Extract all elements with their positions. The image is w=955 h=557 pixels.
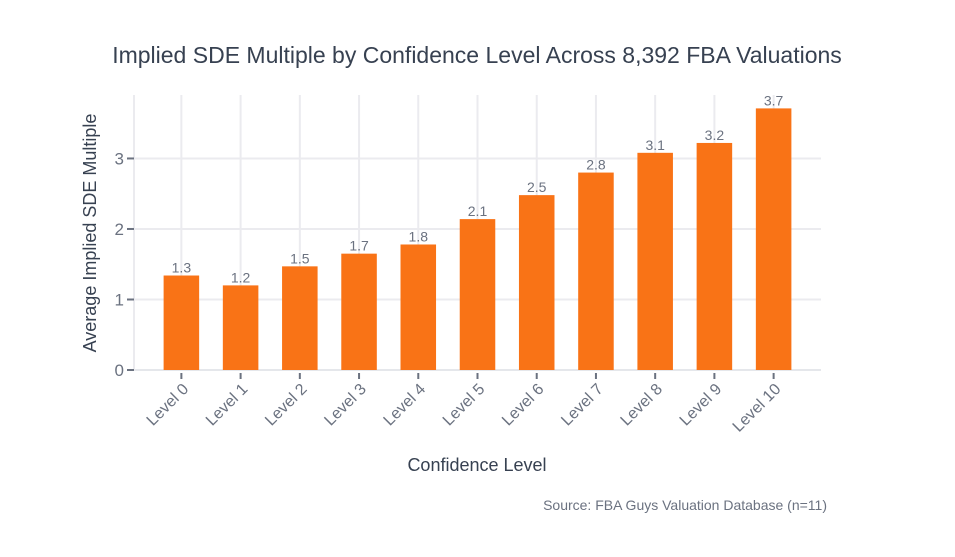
bar xyxy=(400,244,437,370)
x-tick-label: Level 8 xyxy=(617,381,666,430)
data-label: 1.2 xyxy=(231,269,251,285)
x-tick-label: Level 4 xyxy=(381,381,430,430)
data-label: 1.5 xyxy=(290,250,310,266)
x-axis-label: Confidence Level xyxy=(407,455,546,475)
x-axis-ticks: Level 0 Level 1 Level 2 Level 3 Level 4 Level… xyxy=(144,373,785,436)
data-label: 3.1 xyxy=(645,137,665,153)
x-tick-label: Level 6 xyxy=(499,381,548,430)
y-axis-label: Average Implied SDE Multiple xyxy=(80,114,100,353)
x-tick-label: Level 5 xyxy=(440,381,489,430)
bar xyxy=(459,219,496,370)
x-tick-label: Level 7 xyxy=(558,381,607,430)
bar xyxy=(637,152,673,370)
bar xyxy=(696,142,733,370)
y-tick-label: 0 xyxy=(115,361,124,380)
x-tick-label: Level 2 xyxy=(262,381,311,430)
x-tick-label: Level 3 xyxy=(321,381,370,430)
y-tick-label: 2 xyxy=(115,220,124,239)
y-tick-label: 3 xyxy=(115,149,124,168)
data-label: 2.5 xyxy=(527,179,547,195)
bar xyxy=(755,108,792,371)
data-label: 1.7 xyxy=(349,238,369,254)
bars: 1.3 1.2 1.5 1.7 1.8 2.1 2.5 2.8 3.1 3.2 3.7 xyxy=(163,92,792,371)
bar xyxy=(578,172,614,370)
x-tick-label: Level 10 xyxy=(730,381,785,436)
data-label: 1.8 xyxy=(409,228,429,244)
data-label: 3.2 xyxy=(705,127,725,143)
chart-title: Implied SDE Multiple by Confidence Level… xyxy=(112,42,842,68)
y-axis-ticks: 0 1 2 3 xyxy=(115,149,134,380)
data-label: 3.7 xyxy=(764,92,784,108)
bar xyxy=(222,285,259,370)
source-annotation: Source: FBA Guys Valuation Database (n=1… xyxy=(543,497,827,513)
data-label: 2.1 xyxy=(468,203,488,219)
data-label: 1.3 xyxy=(172,260,192,276)
x-tick-label: Level 9 xyxy=(677,381,726,430)
x-tick-label: Level 1 xyxy=(203,381,252,430)
y-tick-label: 1 xyxy=(115,290,124,309)
data-label: 2.8 xyxy=(586,157,606,173)
bar xyxy=(341,253,377,370)
bar xyxy=(282,266,318,370)
bar xyxy=(163,275,200,370)
bar xyxy=(518,195,555,370)
x-tick-label: Level 0 xyxy=(144,381,193,430)
